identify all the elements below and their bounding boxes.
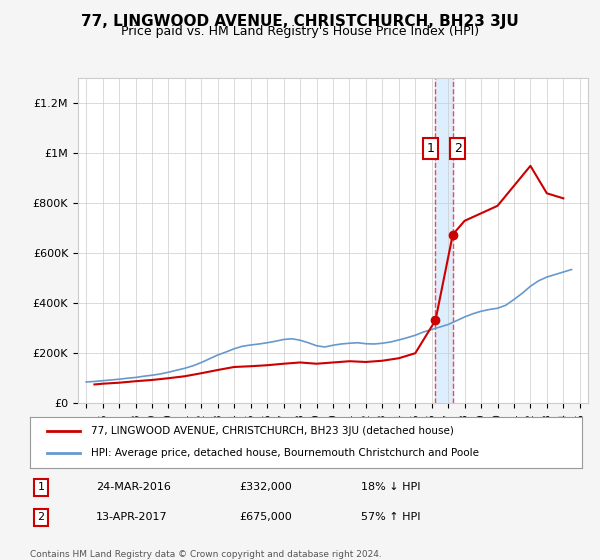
Bar: [436, 78, 453, 403]
Text: 57% ↑ HPI: 57% ↑ HPI: [361, 512, 421, 522]
Text: 24-MAR-2016: 24-MAR-2016: [96, 482, 171, 492]
Text: £332,000: £332,000: [240, 482, 293, 492]
Text: 1: 1: [427, 142, 434, 155]
Text: Price paid vs. HM Land Registry's House Price Index (HPI): Price paid vs. HM Land Registry's House …: [121, 25, 479, 38]
Text: 13-APR-2017: 13-APR-2017: [96, 512, 168, 522]
Text: 1: 1: [38, 482, 44, 492]
Text: 2: 2: [454, 142, 461, 155]
Text: £675,000: £675,000: [240, 512, 293, 522]
Text: 77, LINGWOOD AVENUE, CHRISTCHURCH, BH23 3JU (detached house): 77, LINGWOOD AVENUE, CHRISTCHURCH, BH23 …: [91, 426, 454, 436]
Text: Contains HM Land Registry data © Crown copyright and database right 2024.
This d: Contains HM Land Registry data © Crown c…: [30, 550, 382, 560]
Text: 77, LINGWOOD AVENUE, CHRISTCHURCH, BH23 3JU: 77, LINGWOOD AVENUE, CHRISTCHURCH, BH23 …: [81, 14, 519, 29]
Text: HPI: Average price, detached house, Bournemouth Christchurch and Poole: HPI: Average price, detached house, Bour…: [91, 449, 479, 459]
Text: 2: 2: [37, 512, 44, 522]
Text: 18% ↓ HPI: 18% ↓ HPI: [361, 482, 421, 492]
